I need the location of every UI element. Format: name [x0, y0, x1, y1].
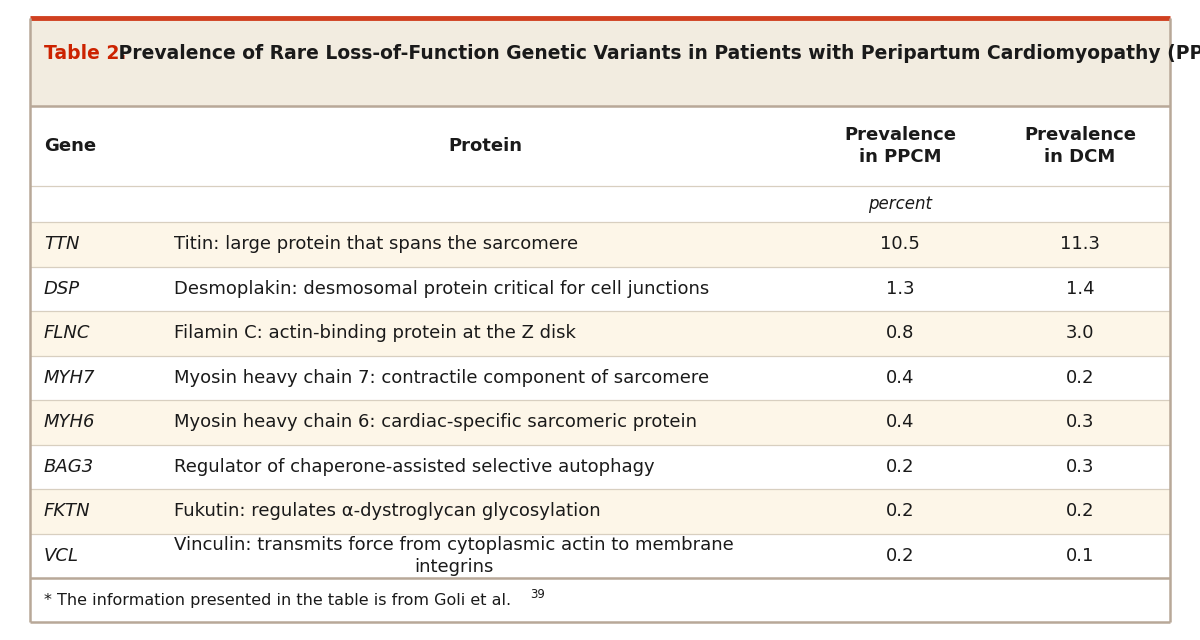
- Bar: [30, 489, 1170, 534]
- Text: 0.2: 0.2: [886, 458, 914, 476]
- Text: 0.2: 0.2: [886, 547, 914, 564]
- Text: BAG3: BAG3: [44, 458, 95, 476]
- Bar: [30, 578, 1170, 622]
- Text: 0.4: 0.4: [886, 369, 914, 387]
- Text: Myosin heavy chain 6: cardiac-specific sarcomeric protein: Myosin heavy chain 6: cardiac-specific s…: [174, 413, 697, 431]
- Text: MYH7: MYH7: [44, 369, 96, 387]
- Text: 0.4: 0.4: [886, 413, 914, 431]
- Text: Titin: large protein that spans the sarcomere: Titin: large protein that spans the sarc…: [174, 236, 578, 253]
- Text: 0.3: 0.3: [1066, 413, 1094, 431]
- Text: Vinculin: transmits force from cytoplasmic actin to membrane
integrins: Vinculin: transmits force from cytoplasm…: [174, 536, 733, 576]
- Bar: [30, 534, 1170, 578]
- Text: DSP: DSP: [44, 280, 80, 298]
- Bar: [30, 311, 1170, 355]
- Bar: [30, 222, 1170, 266]
- Bar: [30, 400, 1170, 445]
- Text: FKTN: FKTN: [44, 502, 91, 520]
- Text: Table 2.: Table 2.: [44, 44, 126, 63]
- Text: FLNC: FLNC: [44, 324, 90, 342]
- Text: Fukutin: regulates α-dystroglycan glycosylation: Fukutin: regulates α-dystroglycan glycos…: [174, 502, 601, 520]
- Text: Desmoplakin: desmosomal protein critical for cell junctions: Desmoplakin: desmosomal protein critical…: [174, 280, 709, 298]
- Text: Filamin C: actin-binding protein at the Z disk: Filamin C: actin-binding protein at the …: [174, 324, 576, 342]
- Text: Regulator of chaperone-assisted selective autophagy: Regulator of chaperone-assisted selectiv…: [174, 458, 655, 476]
- Text: 0.3: 0.3: [1066, 458, 1094, 476]
- Text: Myosin heavy chain 7: contractile component of sarcomere: Myosin heavy chain 7: contractile compon…: [174, 369, 709, 387]
- Bar: [30, 355, 1170, 400]
- Bar: [30, 266, 1170, 311]
- Text: Prevalence
in DCM: Prevalence in DCM: [1024, 125, 1136, 166]
- Text: 0.2: 0.2: [886, 502, 914, 520]
- Text: 10.5: 10.5: [880, 236, 920, 253]
- Text: Gene: Gene: [44, 137, 96, 155]
- Text: TTN: TTN: [44, 236, 79, 253]
- Text: Protein: Protein: [448, 137, 522, 155]
- Text: MYH6: MYH6: [44, 413, 96, 431]
- Text: 39: 39: [530, 589, 545, 602]
- Bar: [30, 106, 1170, 186]
- Bar: [30, 18, 1170, 106]
- Text: Prevalence
in PPCM: Prevalence in PPCM: [844, 125, 956, 166]
- Text: * The information presented in the table is from Goli et al.: * The information presented in the table…: [44, 593, 511, 607]
- Text: 1.3: 1.3: [886, 280, 914, 298]
- Text: percent: percent: [868, 195, 932, 213]
- Bar: [30, 186, 1170, 222]
- Text: VCL: VCL: [44, 547, 79, 564]
- Text: 0.1: 0.1: [1066, 547, 1094, 564]
- Text: 0.2: 0.2: [1066, 502, 1094, 520]
- Bar: [30, 445, 1170, 489]
- Text: 1.4: 1.4: [1066, 280, 1094, 298]
- Text: 3.0: 3.0: [1066, 324, 1094, 342]
- Text: 0.8: 0.8: [886, 324, 914, 342]
- Text: 0.2: 0.2: [1066, 369, 1094, 387]
- Text: 11.3: 11.3: [1060, 236, 1100, 253]
- Text: Prevalence of Rare Loss-of-Function Genetic Variants in Patients with Peripartum: Prevalence of Rare Loss-of-Function Gene…: [112, 44, 1200, 63]
